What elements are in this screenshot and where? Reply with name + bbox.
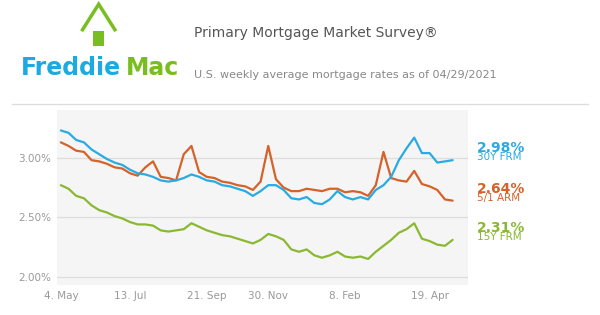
Text: 5/1 ARM: 5/1 ARM [477,193,520,203]
Text: 15Y FRM: 15Y FRM [477,232,521,242]
Text: 2.31%: 2.31% [477,221,526,235]
Text: Primary Mortgage Market Survey®: Primary Mortgage Market Survey® [194,26,438,40]
Text: 2.98%: 2.98% [477,141,526,155]
FancyBboxPatch shape [93,31,104,46]
Text: 30Y FRM: 30Y FRM [477,152,521,162]
Text: U.S. weekly average mortgage rates as of 04/29/2021: U.S. weekly average mortgage rates as of… [194,70,497,80]
Text: Mac: Mac [126,55,179,80]
Text: 2.64%: 2.64% [477,182,526,196]
Text: Freddie: Freddie [20,55,121,80]
